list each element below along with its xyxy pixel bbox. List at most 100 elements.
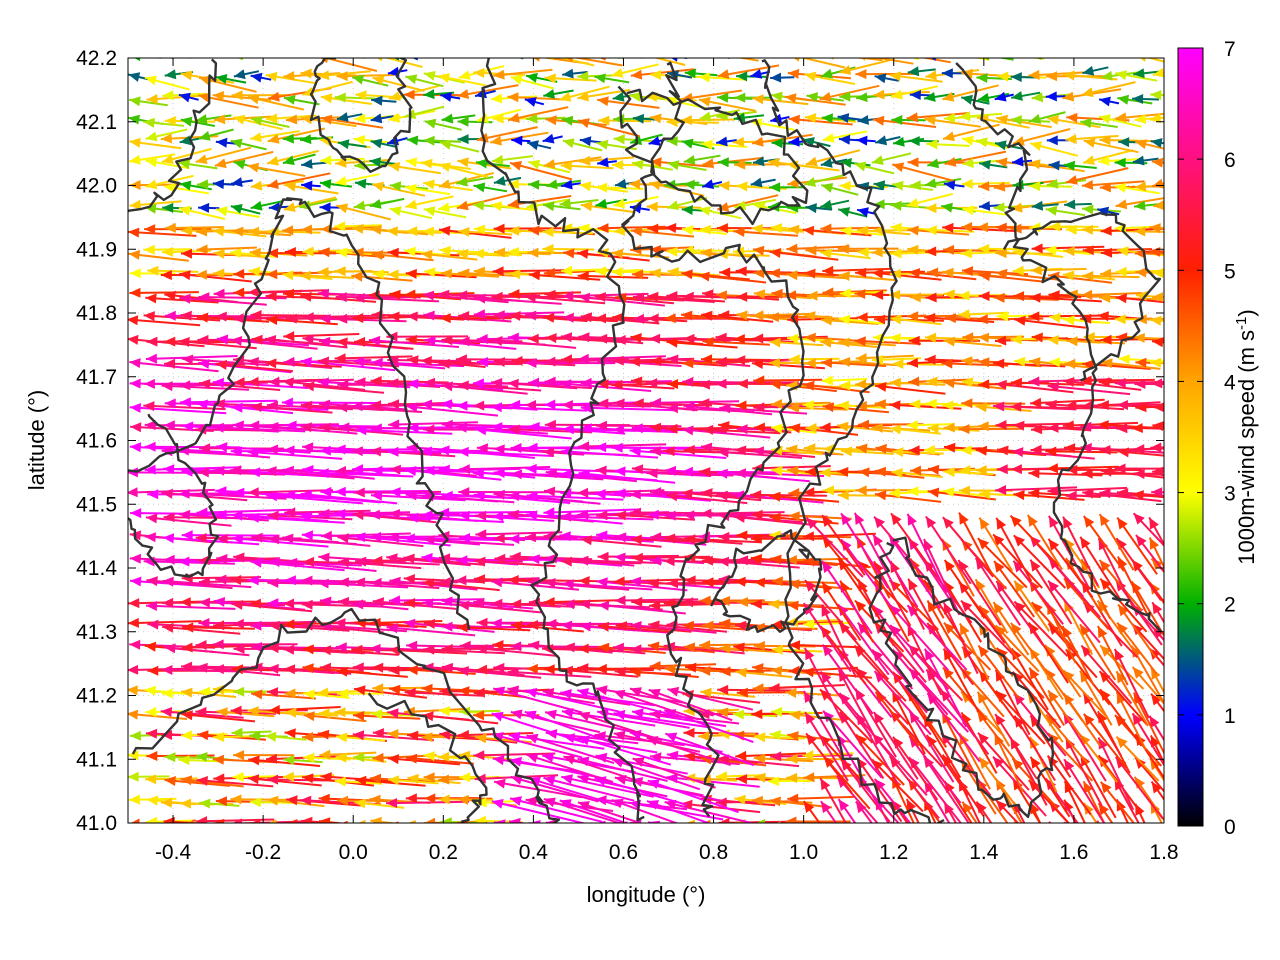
wind-vector-head <box>424 118 437 129</box>
wind-vector-shaft <box>1099 688 1143 747</box>
wind-vector-head <box>267 156 279 166</box>
wind-vector-head <box>286 795 298 806</box>
wind-vector-head <box>629 489 641 500</box>
wind-vector-shaft <box>181 825 246 830</box>
wind-vector-head <box>422 598 434 609</box>
wind-vector-shaft <box>837 669 879 742</box>
wind-vector-head <box>421 158 433 169</box>
wind-vector-head <box>752 136 764 147</box>
wind-vector-head <box>646 201 658 212</box>
wind-vector-head <box>1030 397 1042 408</box>
wind-vector-head <box>907 225 919 236</box>
wind-vector-head <box>286 114 298 125</box>
wind-vector-shaft <box>353 714 421 720</box>
wind-vector-head <box>493 468 505 478</box>
wind-vector-head <box>613 134 625 145</box>
wind-vector-head <box>456 290 468 301</box>
wind-vector-head <box>369 794 381 805</box>
wind-vector-head <box>767 312 779 323</box>
wind-vector-head <box>821 183 834 193</box>
wind-vector-shaft <box>613 58 621 59</box>
wind-vector-head <box>805 245 817 256</box>
wind-vector-shaft <box>892 736 939 801</box>
wind-vector-head <box>301 159 313 169</box>
wind-vector-shaft <box>1079 536 1121 600</box>
wind-vector-head <box>649 446 661 457</box>
wind-vector-head <box>717 707 729 718</box>
wind-vector-head <box>284 181 297 192</box>
wind-vector-head <box>978 379 990 390</box>
wind-vector-head <box>336 112 349 122</box>
wind-vector-head <box>302 773 314 784</box>
wind-vector-head <box>267 663 279 674</box>
wind-vector-head <box>666 136 678 147</box>
wind-vector-head <box>752 446 764 457</box>
wind-vector-head <box>804 268 816 279</box>
wind-vector-shaft <box>1117 450 1164 457</box>
wind-vector-head <box>977 691 988 704</box>
wind-vector-shaft <box>473 493 571 504</box>
wind-vector-shaft <box>528 777 620 807</box>
wind-vector-head <box>233 268 245 279</box>
wind-vector-head <box>647 223 659 234</box>
wind-vector-head <box>525 796 538 807</box>
wind-vector-head <box>560 689 572 699</box>
wind-vector-head <box>439 577 451 587</box>
wind-vector-head <box>943 422 955 433</box>
wind-vector-head <box>353 200 366 211</box>
wind-vector-head <box>145 774 157 785</box>
wind-vector-head <box>1117 246 1129 257</box>
wind-vector-head <box>424 336 436 346</box>
wind-vector-head <box>893 136 905 147</box>
wind-vector-head <box>178 92 191 103</box>
wind-vector-head <box>650 752 662 763</box>
wind-vector-shaft <box>162 625 241 635</box>
wind-vector-head <box>508 225 520 236</box>
wind-vector-head <box>716 136 728 147</box>
wind-vector-head <box>389 576 401 587</box>
wind-vector-shaft <box>423 648 505 655</box>
wind-vector-head <box>1114 377 1126 388</box>
wind-vector-head <box>805 423 817 433</box>
wind-vector-head <box>664 510 676 521</box>
wind-vector-shaft <box>1064 737 1103 807</box>
wind-vector-shaft <box>1117 556 1150 619</box>
wind-vector-head <box>143 401 155 412</box>
wind-vector-head <box>594 292 606 302</box>
wind-vector-shaft <box>751 362 825 370</box>
wind-vector-head <box>664 313 676 324</box>
wind-vector-head <box>284 575 296 586</box>
wind-vector-head <box>319 445 331 456</box>
wind-vector-head <box>580 423 592 434</box>
wind-vector-shaft <box>352 513 437 524</box>
wind-vector-shaft <box>717 688 794 692</box>
wind-vector-shaft <box>995 517 1033 582</box>
wind-vector-head <box>941 68 953 79</box>
wind-vector-head <box>265 466 277 477</box>
wind-vector-shaft <box>438 362 520 366</box>
wind-vector-head <box>215 359 228 370</box>
wind-vector-head <box>472 248 484 259</box>
wind-vector-shaft <box>683 822 687 823</box>
wind-vector-head <box>389 464 401 475</box>
wind-vector-head <box>299 511 311 522</box>
wind-vector-head <box>786 270 798 281</box>
wind-vector-head <box>715 797 727 808</box>
wind-vector-head <box>438 751 450 762</box>
wind-vector-head <box>491 291 503 302</box>
wind-vector-head <box>1003 58 1005 59</box>
wind-vector-head <box>995 420 1007 430</box>
wind-vector-head <box>952 58 955 59</box>
wind-vector-shaft <box>873 670 932 736</box>
wind-vector-head <box>1133 68 1145 79</box>
wind-vector-head <box>144 685 156 696</box>
wind-vector-head <box>701 310 713 321</box>
wind-vector-head <box>579 136 592 147</box>
wind-vector-head <box>907 66 920 77</box>
wind-vector-shaft <box>303 43 342 52</box>
wind-vector-shaft <box>597 382 675 390</box>
wind-vector-head <box>909 180 921 191</box>
wind-vector-head <box>1133 444 1145 455</box>
wind-vector-head <box>926 376 938 387</box>
wind-vector-head <box>1046 178 1059 189</box>
